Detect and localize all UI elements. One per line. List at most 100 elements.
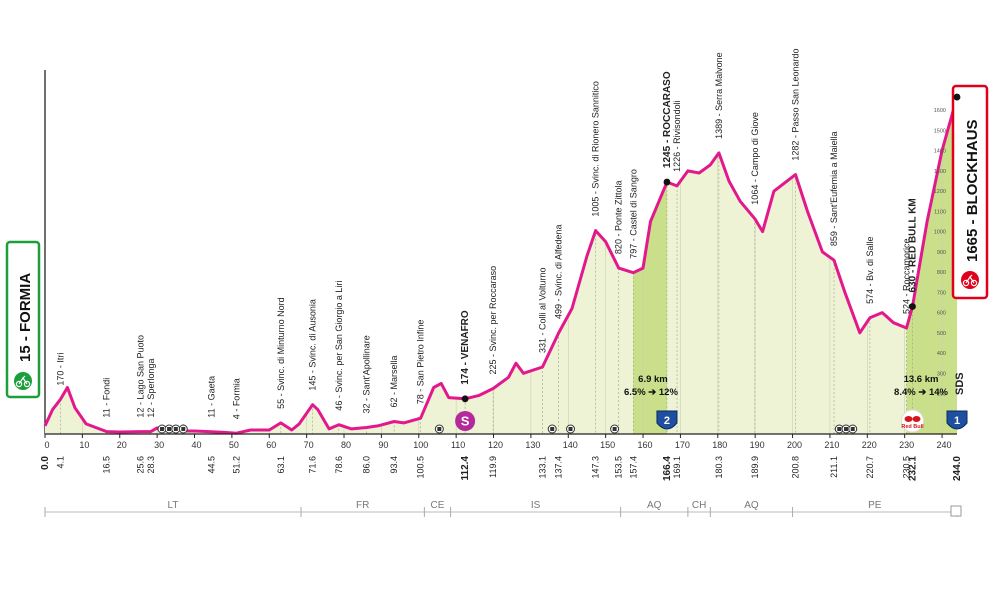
climb-scale-label: 800 <box>937 270 946 276</box>
waypoint-marker <box>663 178 671 186</box>
km-label: 244.0 <box>952 456 963 481</box>
sprint-badge-label: S <box>461 414 470 429</box>
waypoint-label: 1005 - Svinc. di Rionero Sannitico <box>591 81 601 217</box>
kom-badge-shield <box>656 410 678 430</box>
sds-label: SDS <box>954 372 966 395</box>
climb-scale-label: 400 <box>937 351 946 357</box>
waypoint-label: 170 - Itri <box>55 353 65 386</box>
tunnel-icon-core <box>843 427 848 431</box>
x-tick-label: 100 <box>413 440 428 450</box>
region-label: AQ <box>647 500 662 511</box>
climb-gradient-label: 6.5% ➔ 12% <box>624 387 678 398</box>
tunnel-icon <box>566 424 576 434</box>
tunnel-icon-core <box>612 427 617 431</box>
x-tick-label: 90 <box>378 440 388 450</box>
climb-area-2 <box>906 97 957 434</box>
waypoint-marker <box>461 395 469 403</box>
x-tick-label: 160 <box>638 440 653 450</box>
climb-scale-label: 1600 <box>934 108 946 114</box>
km-label: 147.3 <box>591 456 601 479</box>
climb-scale-label: 1200 <box>934 189 946 195</box>
km-label: 157.4 <box>628 456 638 479</box>
region-label: IS <box>531 500 541 511</box>
waypoint-label: 820 - Ponte Zittola <box>614 181 624 255</box>
x-tick-label: 190 <box>750 440 765 450</box>
waypoint-label: 630 - RED BULL KM <box>908 198 919 292</box>
waypoint-label: 11 - Fondi <box>102 378 112 418</box>
climb-scale-label: 1500 <box>934 128 946 134</box>
finish-label-text: 1665 - BLOCKHAUS <box>964 119 981 262</box>
redbull-badge-circle <box>901 409 925 433</box>
waypoint-label: 32 - Sant'Apollinare <box>361 335 371 413</box>
kom-badge: 2 <box>656 410 678 430</box>
finish-cyclist-icon-circle <box>961 271 979 289</box>
climb-scale-label: 600 <box>937 311 946 317</box>
waypoint-label: 4 - Formia <box>231 378 241 419</box>
redbull-badge-bull-left <box>904 416 913 422</box>
km-label: 78.6 <box>334 456 344 474</box>
x-tick-label: 30 <box>154 440 164 450</box>
tunnel-icon-core <box>568 427 573 431</box>
regions-bar: LT FR CE IS AQ CH AQ PE <box>44 500 962 517</box>
waypoint-label: 797 - Castel di Sangro <box>628 169 638 259</box>
climb-scale-label: 700 <box>937 290 946 296</box>
climb-scale-label: 1000 <box>934 230 946 236</box>
waypoint-label: 12 - Lago San Puoto <box>136 335 146 418</box>
x-tick-label: 120 <box>488 440 503 450</box>
finish-cyclist-icon-wheel <box>962 279 970 287</box>
km-label: 112.4 <box>460 456 471 481</box>
waypoint-label: 145 - Svinc. di Ausonia <box>308 299 318 391</box>
km-label: 4.1 <box>55 456 65 469</box>
km-label: 28.3 <box>146 456 156 474</box>
climb-gradient-label: 8.4% ➔ 14% <box>894 387 948 398</box>
x-tick-label: 20 <box>117 440 127 450</box>
tunnel-icon <box>848 424 858 434</box>
climb-scale-label: 900 <box>937 250 946 256</box>
x-tick-label: 180 <box>712 440 727 450</box>
finish-cyclist-icon-frame <box>965 274 975 284</box>
tunnel-icon-core <box>167 427 172 431</box>
km-label: 63.1 <box>276 456 286 474</box>
start-label: 15 - FORMIA <box>5 240 41 399</box>
x-tick-label: 170 <box>675 440 690 450</box>
tunnel-icon <box>171 424 181 434</box>
climb-scale-label: 200 <box>937 392 946 398</box>
climb-scale-label: 300 <box>937 371 946 377</box>
tunnel-icon <box>547 424 557 434</box>
x-tick-label: 10 <box>79 440 89 450</box>
x-tick-label: 0 <box>44 440 49 450</box>
km-label: 119.9 <box>488 456 498 478</box>
tunnel-icon-core <box>437 427 442 431</box>
sprint-badge: S <box>455 411 476 431</box>
waypoint-label: 1245 - ROCCARASO <box>662 71 673 168</box>
start-finish-layer: 15 - FORMIA 1665 - BLOCKHAUS <box>5 84 989 399</box>
icons-layer: 6.9 km 6.5% ➔ 12% 13.6 km 8.4% ➔ 14% S 2 Red B… <box>157 372 968 434</box>
climb-scale-label: 1100 <box>934 209 946 215</box>
x-tick-label: 210 <box>824 440 839 450</box>
region-label: CE <box>431 500 445 511</box>
km-label: 25.6 <box>136 456 146 474</box>
waypoint-label: 331 - Colli al Volturno <box>537 267 547 353</box>
km-label: 220.7 <box>865 456 875 479</box>
climb-scale-label: 500 <box>937 331 946 337</box>
climb-scale-label: 1400 <box>934 149 946 155</box>
x-tick-label: 220 <box>862 440 877 450</box>
waypoint-label: 1282 - Passo San Leonardo <box>791 48 801 160</box>
region-label: CH <box>692 500 706 511</box>
km-label: 200.8 <box>791 456 801 479</box>
waypoint-label: 859 - Sant'Eufemia a Maiella <box>829 131 839 246</box>
tunnel-icon <box>178 424 188 434</box>
waypoint-label: 1226 - Rivisondoli <box>672 100 682 172</box>
km-label: 133.1 <box>537 456 547 479</box>
x-tick-label: 50 <box>229 440 239 450</box>
start-label-text: 15 - FORMIA <box>17 273 34 362</box>
climb-length-label: 13.6 km <box>904 374 939 385</box>
waypoint-label: 1389 - Serra Malvone <box>714 52 724 139</box>
tunnel-icon-core <box>850 427 855 431</box>
start-cyclist-icon-circle <box>14 372 32 390</box>
km-label: 16.5 <box>102 456 112 474</box>
x-tick-label: 80 <box>341 440 351 450</box>
kom-badge-shield <box>946 410 968 430</box>
tunnel-icon-core <box>550 427 555 431</box>
